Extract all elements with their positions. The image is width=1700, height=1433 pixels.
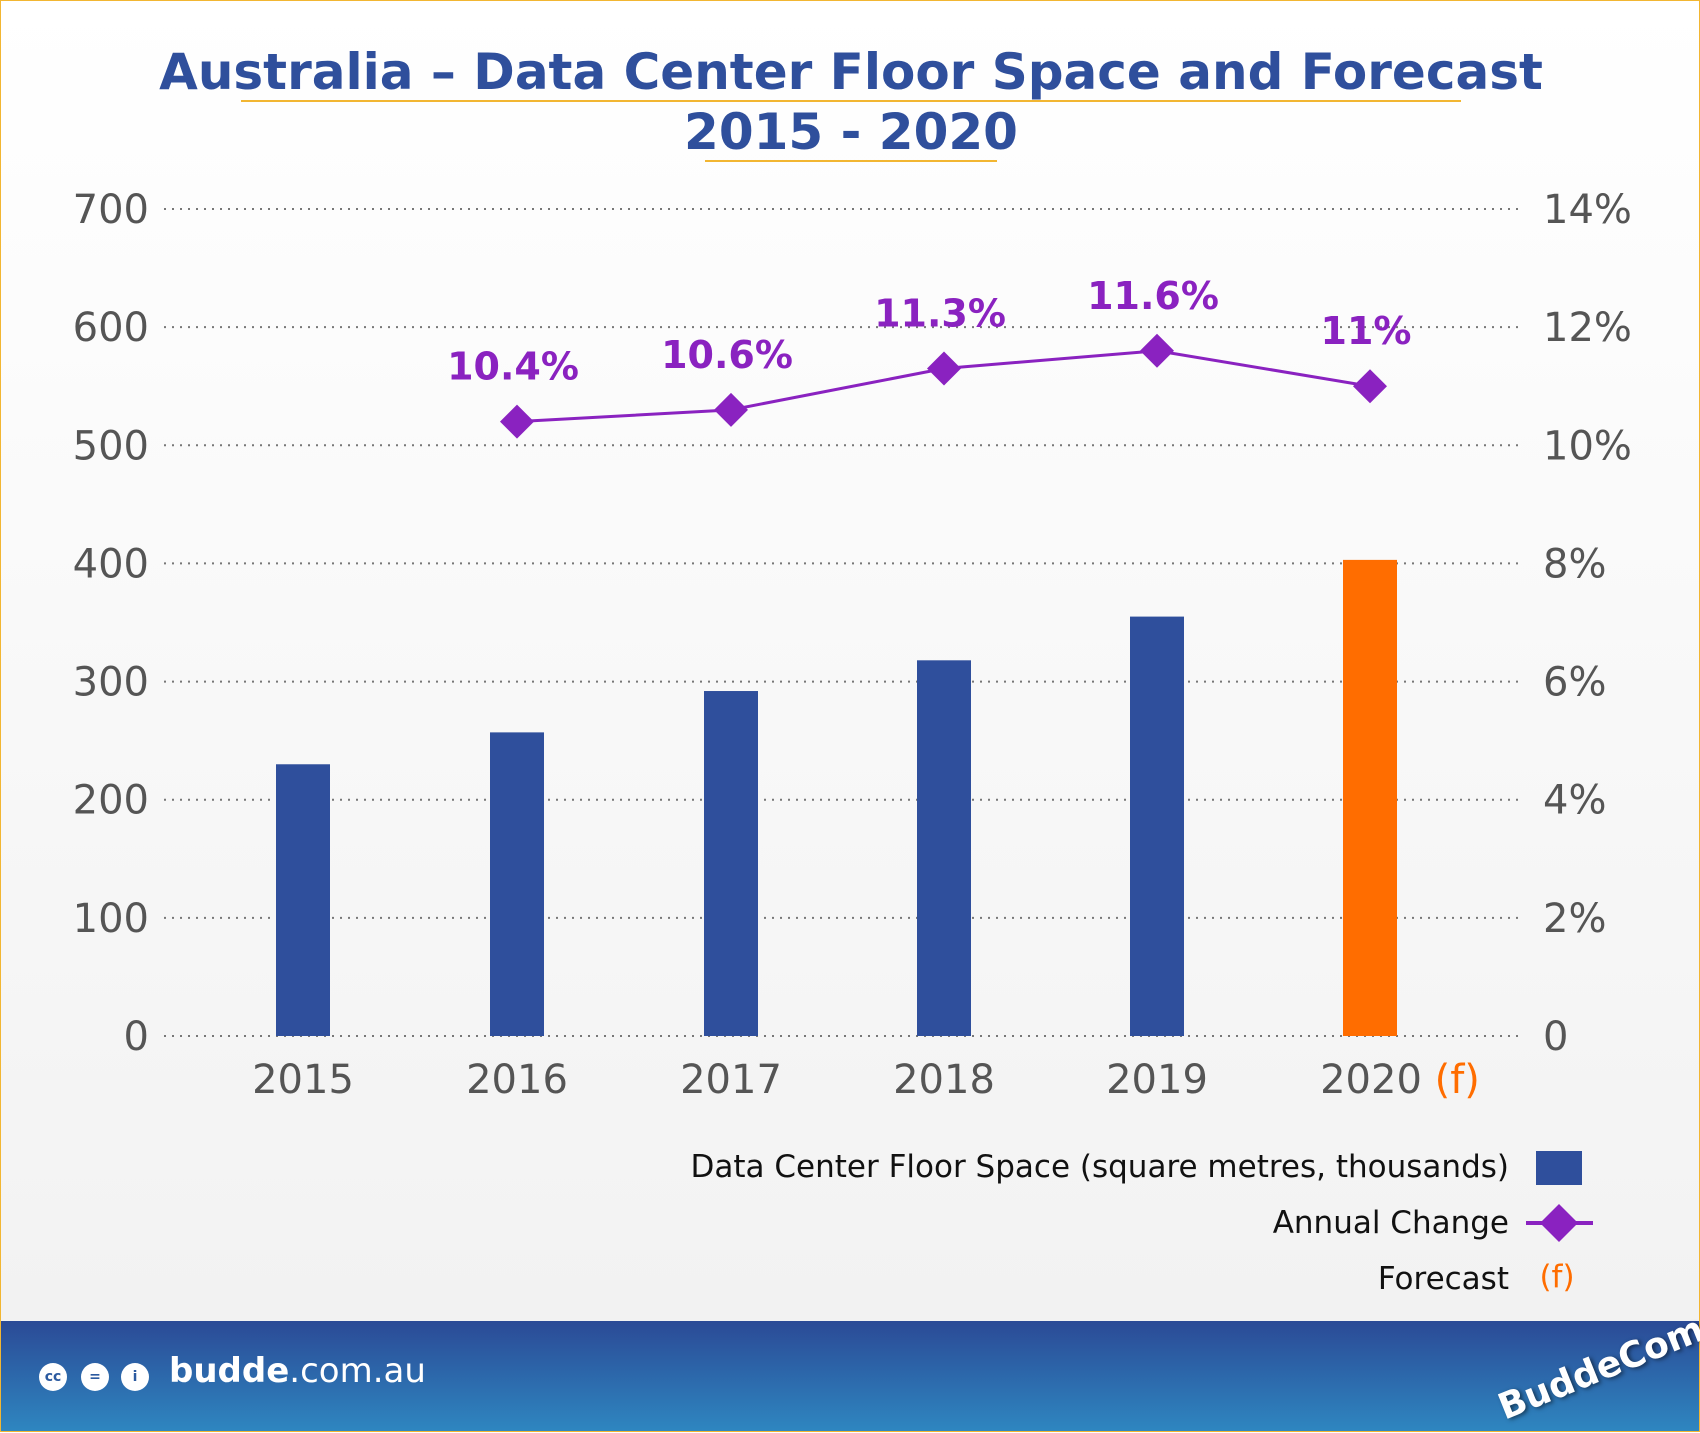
annual-change-point-2018 — [927, 351, 961, 386]
nd-icon: = — [81, 1363, 109, 1391]
left-axis-tick: 300 — [73, 660, 149, 706]
bar-2019 — [1130, 616, 1184, 1036]
bar-2016 — [490, 732, 544, 1036]
right-axis-tick: 10% — [1543, 423, 1632, 469]
chart-title-line2: 2015 - 2020 — [684, 103, 1018, 161]
right-axis-tick: 8% — [1543, 541, 1606, 587]
left-axis-tick: 0 — [124, 1014, 149, 1060]
footer-bar: cc = i budde.com.au BuddeComm — [1, 1295, 1700, 1431]
site-rest: .com.au — [289, 1351, 426, 1391]
annual-change-label-2018: 11.3% — [874, 291, 1006, 335]
x-axis-label-2016: 2016 — [466, 1057, 568, 1103]
right-axis-tick: 6% — [1543, 660, 1606, 706]
annual-change-point-2016 — [500, 404, 534, 439]
cc-icon: cc — [39, 1363, 67, 1391]
bar-2017 — [704, 691, 758, 1036]
left-axis-tick: 700 — [73, 187, 149, 233]
annual-change-point-2017 — [714, 392, 748, 427]
annual-change-label-2020: 11% — [1321, 309, 1412, 353]
left-axis-tick: 600 — [73, 305, 149, 351]
annual-change-label-2016: 10.4% — [447, 345, 579, 389]
legend-label-floor-space: Data Center Floor Space (square metres, … — [691, 1149, 1509, 1185]
bar-2015 — [276, 764, 330, 1036]
x-axis-label-2017: 2017 — [680, 1057, 782, 1103]
legend-label-forecast: Forecast — [1378, 1261, 1509, 1297]
annual-change-label-2017: 10.6% — [661, 333, 793, 377]
site-bold: budde — [169, 1351, 290, 1391]
legend-swatch-bar — [1536, 1151, 1582, 1185]
x-axis-label-2018: 2018 — [893, 1057, 995, 1103]
annual-change-label-2019: 11.6% — [1087, 274, 1219, 318]
x-axis-label-2019: 2019 — [1106, 1057, 1208, 1103]
right-axis-tick: 0 — [1543, 1014, 1568, 1060]
left-axis-tick: 400 — [73, 541, 149, 587]
left-axis-tick: 100 — [73, 896, 149, 942]
legend-diamond-icon — [1540, 1204, 1578, 1242]
bar-2020 — [1343, 559, 1397, 1036]
bar-2018 — [917, 660, 971, 1036]
right-axis-tick: 2% — [1543, 896, 1606, 942]
legend-forecast-symbol: (f) — [1539, 1259, 1574, 1295]
legend-label-annual-change: Annual Change — [1273, 1205, 1509, 1241]
annual-change-point-2019 — [1140, 333, 1174, 368]
site-link[interactable]: budde.com.au — [169, 1351, 426, 1391]
x-axis-label-2015: 2015 — [252, 1057, 354, 1103]
left-axis-tick: 500 — [73, 423, 149, 469]
right-axis-tick: 12% — [1543, 305, 1632, 351]
legend: Data Center Floor Space (square metres, … — [691, 1149, 1593, 1297]
forecast-marker: (f) — [1422, 1057, 1480, 1103]
right-axis-tick: 14% — [1543, 187, 1632, 233]
right-axis-tick: 4% — [1543, 778, 1606, 824]
x-axis-label-2020: 2020 (f) — [1320, 1057, 1480, 1103]
by-icon: i — [121, 1363, 149, 1391]
annual-change-point-2020 — [1353, 369, 1387, 404]
left-axis-tick: 200 — [73, 778, 149, 824]
chart-title-line1: Australia – Data Center Floor Space and … — [159, 43, 1543, 101]
